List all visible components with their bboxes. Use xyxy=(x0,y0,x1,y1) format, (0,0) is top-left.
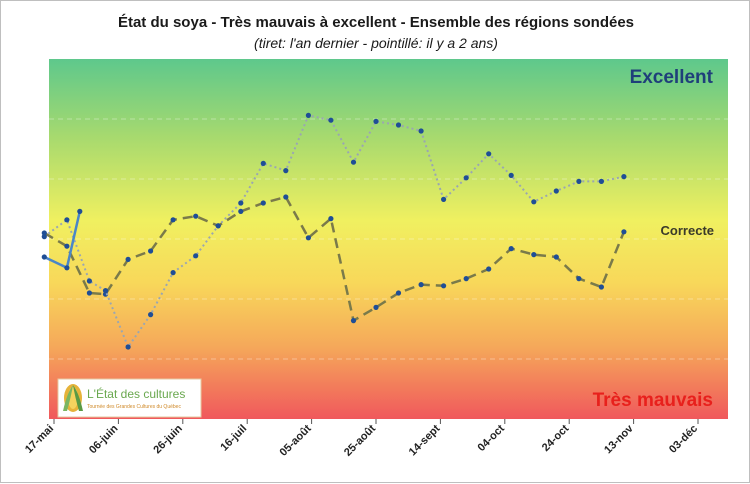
y-tick-label: 4 xyxy=(38,54,43,64)
data-point xyxy=(238,200,244,206)
chart-subtitle: (tiret: l'an dernier - pointillé: il y a… xyxy=(254,35,498,51)
x-tick-label: 24-oct xyxy=(540,422,572,454)
y-tick-label: 2 xyxy=(38,294,43,304)
data-point xyxy=(598,178,605,184)
logo: L'État des cultures Tournée des Grandes … xyxy=(57,378,202,418)
data-point xyxy=(463,175,469,181)
data-point xyxy=(621,174,627,180)
data-point xyxy=(170,217,176,223)
band-label-correcte: Correcte xyxy=(661,223,714,238)
data-point xyxy=(350,318,357,324)
x-axis-ticks: 17-mai 06-juin 26-juin 16-juil 05-août 25-aoû… xyxy=(23,419,700,459)
data-point xyxy=(531,199,537,205)
data-point xyxy=(531,252,537,258)
series-line-two-years-ago xyxy=(43,114,625,348)
data-point xyxy=(64,265,70,271)
data-point xyxy=(598,284,605,290)
data-point xyxy=(373,304,379,310)
data-point xyxy=(64,243,70,249)
data-point xyxy=(86,278,92,284)
plot-background xyxy=(49,59,728,419)
data-point xyxy=(193,253,199,259)
data-point xyxy=(373,118,379,124)
x-tick-label: 14-sept xyxy=(407,422,443,458)
data-point xyxy=(328,216,334,222)
data-point xyxy=(170,270,176,276)
data-point xyxy=(395,290,402,296)
data-point xyxy=(553,254,559,260)
y-tick-label: 3,5 xyxy=(30,114,43,124)
band-label-tres-mauvais: Très mauvais xyxy=(593,390,713,411)
data-point xyxy=(441,283,447,289)
x-tick-label: 17-mai xyxy=(23,423,56,456)
x-tick-label: 16-juil xyxy=(218,423,249,454)
y-tick-label: 3 xyxy=(38,174,43,184)
data-point xyxy=(193,213,199,219)
y-axis-ticks: 1 1,5 2 2,5 3 3,5 4 xyxy=(30,54,43,424)
data-point xyxy=(148,248,154,254)
corn-icon xyxy=(63,384,83,412)
data-point xyxy=(486,266,492,272)
data-point xyxy=(77,208,83,214)
data-point xyxy=(486,151,492,157)
data-point xyxy=(508,246,514,252)
data-point xyxy=(64,217,70,223)
y-tick-label: 1 xyxy=(38,414,43,424)
data-point xyxy=(41,234,47,240)
data-point xyxy=(41,230,47,236)
data-point xyxy=(305,235,311,241)
series-line-last-year xyxy=(43,195,626,322)
series-layer xyxy=(41,112,627,350)
y-tick-label: 1,5 xyxy=(30,354,43,364)
data-point xyxy=(102,291,109,297)
logo-name: L'État des cultures xyxy=(87,386,185,401)
data-point xyxy=(125,344,131,350)
x-tick-label: 25-août xyxy=(342,422,378,458)
data-point xyxy=(86,290,92,296)
data-point xyxy=(260,200,266,206)
x-tick-label: 03-déc xyxy=(667,423,700,456)
data-point xyxy=(328,117,334,123)
data-point xyxy=(41,254,47,260)
data-point xyxy=(148,312,154,318)
x-tick-label: 04-oct xyxy=(476,422,508,454)
data-point xyxy=(215,223,221,229)
x-tick-label: 05-août xyxy=(278,422,314,458)
data-point xyxy=(283,168,289,174)
data-point xyxy=(418,282,424,288)
data-point xyxy=(576,276,582,282)
data-point xyxy=(441,196,447,202)
data-point xyxy=(238,208,244,214)
data-point xyxy=(283,194,289,200)
chart-title: État du soya - Très mauvais à excellent … xyxy=(118,14,634,31)
data-point xyxy=(621,229,627,235)
x-tick-label: 06-juin xyxy=(87,422,121,456)
x-tick-label: 13-nov xyxy=(602,422,636,456)
x-tick-label: 26-juin xyxy=(151,422,185,456)
logo-tagline: Tournée des Grandes Cultures du Québec xyxy=(87,404,181,410)
data-point xyxy=(463,276,469,282)
data-point xyxy=(260,160,266,166)
y-tick-label: 2,5 xyxy=(30,234,43,244)
data-point xyxy=(350,159,357,165)
band-label-excellent: Excellent xyxy=(630,67,714,88)
data-point xyxy=(553,188,559,194)
data-point xyxy=(508,172,514,178)
data-point xyxy=(395,122,402,128)
data-point xyxy=(305,112,311,118)
data-point xyxy=(576,178,582,184)
data-point xyxy=(102,288,109,294)
data-point xyxy=(418,128,424,134)
data-point xyxy=(125,256,131,262)
